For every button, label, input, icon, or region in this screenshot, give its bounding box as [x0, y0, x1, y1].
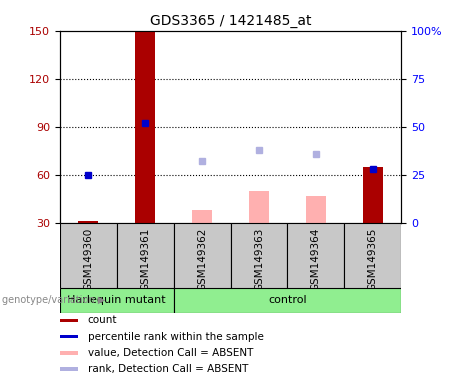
Text: genotype/variation ▶: genotype/variation ▶: [2, 295, 106, 306]
Bar: [249, 194, 269, 223]
Bar: [174, 288, 401, 313]
Text: percentile rank within the sample: percentile rank within the sample: [88, 332, 264, 342]
Bar: [174, 223, 230, 288]
Bar: [230, 223, 287, 288]
Bar: [287, 223, 344, 288]
Text: Harlequin mutant: Harlequin mutant: [67, 295, 166, 306]
Title: GDS3365 / 1421485_at: GDS3365 / 1421485_at: [150, 14, 311, 28]
Bar: [192, 210, 212, 223]
Text: GSM149365: GSM149365: [367, 228, 378, 291]
Bar: [60, 335, 78, 338]
Text: GSM149360: GSM149360: [83, 228, 94, 291]
Bar: [344, 223, 401, 288]
Bar: [60, 367, 78, 371]
Text: GSM149362: GSM149362: [197, 228, 207, 291]
Bar: [135, 32, 155, 223]
Text: GSM149364: GSM149364: [311, 228, 321, 291]
Text: control: control: [268, 295, 307, 306]
Text: value, Detection Call = ABSENT: value, Detection Call = ABSENT: [88, 348, 253, 358]
Bar: [60, 351, 78, 355]
Bar: [60, 223, 117, 288]
Text: rank, Detection Call = ABSENT: rank, Detection Call = ABSENT: [88, 364, 248, 374]
Bar: [306, 195, 326, 223]
Bar: [363, 167, 383, 223]
Bar: [78, 221, 98, 223]
Bar: [117, 223, 174, 288]
Bar: [60, 288, 174, 313]
Text: GSM149361: GSM149361: [140, 228, 150, 291]
Bar: [249, 191, 269, 223]
Bar: [306, 197, 326, 223]
Bar: [60, 319, 78, 322]
Text: GSM149363: GSM149363: [254, 228, 264, 291]
Text: count: count: [88, 315, 117, 325]
